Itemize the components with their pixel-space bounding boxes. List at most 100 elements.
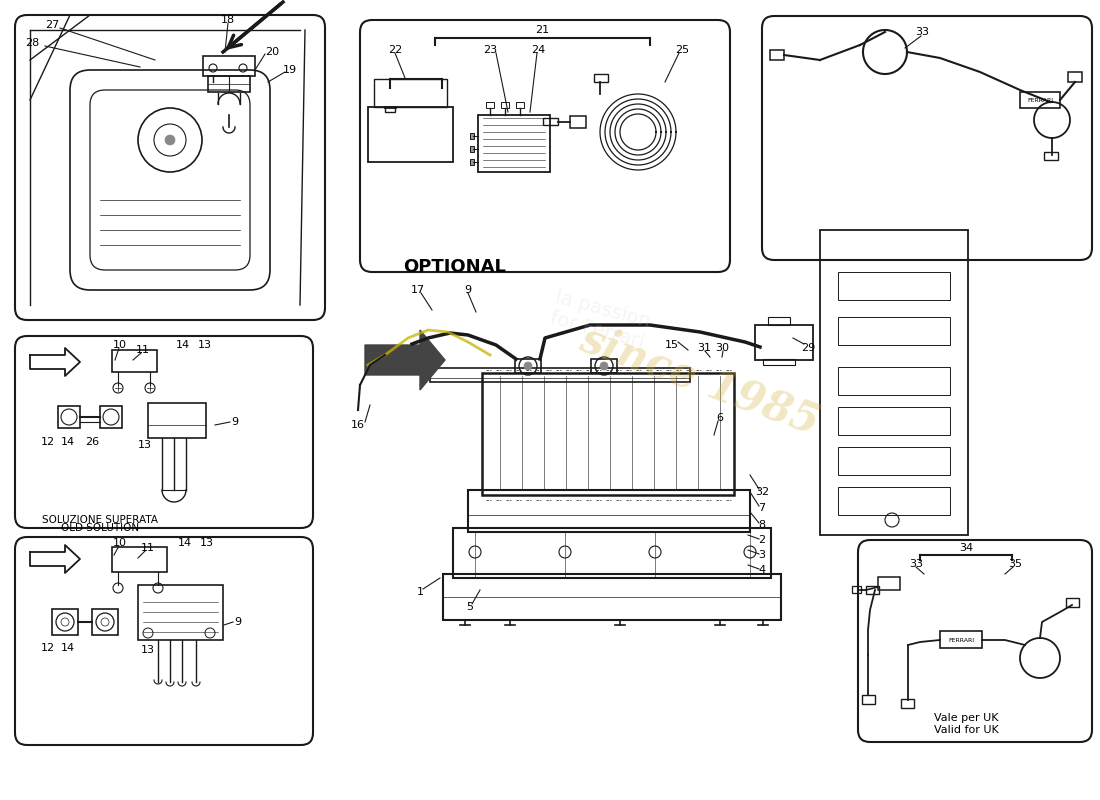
Text: 5: 5 — [466, 602, 473, 612]
Text: 10: 10 — [113, 340, 127, 350]
Bar — [430, 368, 690, 382]
Bar — [543, 118, 558, 125]
Bar — [763, 359, 795, 365]
Polygon shape — [30, 545, 80, 573]
Text: 20: 20 — [265, 47, 279, 57]
Bar — [112, 547, 167, 572]
Bar — [208, 76, 250, 92]
Text: 17: 17 — [411, 285, 425, 295]
Text: SOLUZIONE SUPERATA: SOLUZIONE SUPERATA — [42, 515, 158, 525]
Bar — [862, 695, 874, 704]
Bar — [1020, 92, 1060, 108]
Text: la passion
for Ferrari: la passion for Ferrari — [548, 287, 652, 353]
Bar — [838, 317, 950, 345]
Bar — [148, 403, 206, 438]
Text: 9: 9 — [231, 417, 239, 427]
Bar — [374, 79, 447, 107]
Text: 32: 32 — [755, 487, 769, 497]
Bar — [878, 577, 900, 590]
Bar — [1068, 72, 1082, 82]
Bar — [500, 102, 509, 108]
Text: 13: 13 — [200, 538, 214, 548]
Bar — [100, 406, 122, 428]
Bar — [770, 50, 784, 60]
Bar — [204, 56, 255, 76]
Text: Vale per UK: Vale per UK — [934, 713, 999, 723]
Text: 19: 19 — [283, 65, 297, 75]
Bar — [385, 107, 395, 112]
Bar — [768, 317, 790, 325]
Text: 15: 15 — [666, 340, 679, 350]
Text: 10: 10 — [113, 538, 127, 548]
Bar — [838, 487, 950, 515]
Text: 22: 22 — [388, 45, 403, 55]
Text: 27: 27 — [45, 20, 59, 30]
Text: 13: 13 — [141, 645, 155, 655]
Text: 13: 13 — [138, 440, 152, 450]
Bar — [838, 272, 950, 300]
Circle shape — [165, 135, 175, 145]
Bar — [901, 699, 914, 708]
Text: 12: 12 — [41, 643, 55, 653]
Bar — [470, 133, 474, 139]
Text: 28: 28 — [25, 38, 40, 48]
Text: 8: 8 — [758, 520, 766, 530]
Text: 14: 14 — [60, 643, 75, 653]
Bar — [820, 230, 968, 535]
Text: 11: 11 — [136, 345, 150, 355]
Text: OPTIONAL: OPTIONAL — [404, 258, 506, 276]
Bar — [838, 447, 950, 475]
Text: 14: 14 — [60, 437, 75, 447]
Bar — [570, 116, 586, 128]
Bar — [1066, 598, 1079, 607]
Text: OLD SOLUTION: OLD SOLUTION — [60, 523, 139, 533]
Bar — [453, 528, 771, 578]
Bar — [112, 350, 157, 372]
Text: FERRARI: FERRARI — [1027, 98, 1053, 102]
Bar — [470, 159, 474, 165]
Text: 29: 29 — [801, 343, 815, 353]
Text: 21: 21 — [535, 25, 549, 35]
Text: 24: 24 — [531, 45, 546, 55]
Bar — [52, 609, 78, 635]
Text: 33: 33 — [909, 559, 923, 569]
Text: 23: 23 — [483, 45, 497, 55]
Polygon shape — [365, 330, 446, 390]
Text: 31: 31 — [697, 343, 711, 353]
Bar — [755, 325, 813, 360]
Polygon shape — [30, 348, 80, 376]
Bar — [58, 406, 80, 428]
Text: 9: 9 — [464, 285, 472, 295]
Text: 16: 16 — [351, 420, 365, 430]
Text: 14: 14 — [176, 340, 190, 350]
Text: FERRARI: FERRARI — [948, 638, 975, 642]
Bar — [92, 609, 118, 635]
Text: 26: 26 — [85, 437, 99, 447]
Text: since 1985: since 1985 — [574, 317, 825, 443]
Text: 35: 35 — [1008, 559, 1022, 569]
Text: 6: 6 — [716, 413, 724, 423]
Bar — [486, 102, 494, 108]
Circle shape — [524, 362, 532, 370]
Bar — [516, 102, 524, 108]
Bar — [940, 631, 982, 648]
Bar — [838, 407, 950, 435]
Text: 7: 7 — [758, 503, 766, 513]
Bar — [478, 115, 550, 172]
Text: 13: 13 — [198, 340, 212, 350]
Text: 34: 34 — [959, 543, 974, 553]
Bar — [138, 585, 223, 640]
Text: 12: 12 — [41, 437, 55, 447]
Text: 33: 33 — [915, 27, 930, 37]
Text: 2: 2 — [758, 535, 766, 545]
Bar — [838, 367, 950, 395]
Bar — [866, 586, 879, 594]
Bar — [852, 586, 861, 593]
Bar — [443, 574, 781, 620]
Text: Valid for UK: Valid for UK — [934, 725, 999, 735]
Text: 18: 18 — [221, 15, 235, 25]
Text: 4: 4 — [758, 565, 766, 575]
Text: 14: 14 — [178, 538, 192, 548]
Bar — [470, 146, 474, 152]
Text: 9: 9 — [234, 617, 242, 627]
